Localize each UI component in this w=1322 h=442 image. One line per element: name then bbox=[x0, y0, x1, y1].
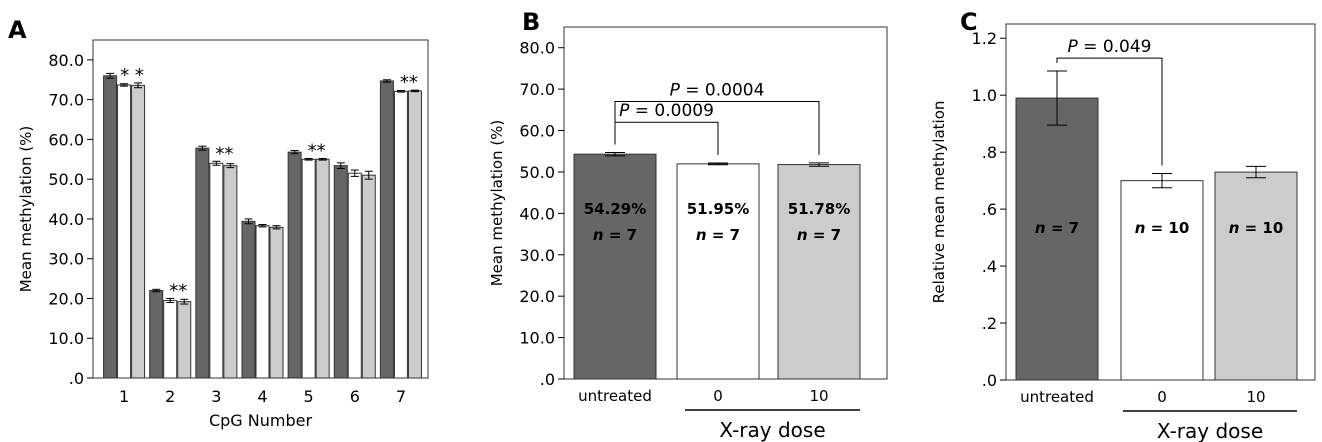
y-tick-label: .6 bbox=[982, 200, 997, 219]
y-tick-label: 60.0 bbox=[519, 122, 555, 141]
panel-letter: A bbox=[8, 16, 27, 44]
p-value-label: P = 0.0009 bbox=[619, 101, 714, 121]
x-axis-group-label: X-ray dose bbox=[1157, 419, 1263, 442]
x-tick-label: 3 bbox=[211, 387, 221, 406]
y-tick-label: 40.0 bbox=[48, 210, 84, 229]
bar bbox=[676, 163, 760, 380]
bar bbox=[1214, 171, 1298, 381]
panel-letter: C bbox=[960, 8, 978, 36]
bar bbox=[131, 84, 146, 379]
panel-a: A .0 10.0 20.0 30.0 40.0 50.0 60.0 70.0 80.0 Mean … bbox=[8, 16, 429, 430]
y-tick-label: 20.0 bbox=[519, 287, 555, 306]
x-tick-label: 10 bbox=[809, 387, 828, 405]
significance-bracket bbox=[1056, 57, 1163, 166]
bar bbox=[333, 165, 348, 379]
panel-letter: B bbox=[522, 8, 540, 36]
value-label: 51.78% bbox=[788, 200, 850, 218]
significance-bracket bbox=[614, 121, 719, 156]
y-tick-label: 40.0 bbox=[519, 204, 555, 223]
bar bbox=[149, 290, 164, 379]
significance-mark: ** bbox=[400, 72, 418, 93]
y-tick-label: 1.2 bbox=[972, 29, 997, 48]
bar bbox=[255, 225, 270, 379]
bar bbox=[269, 226, 284, 379]
y-tick-label: 70.0 bbox=[519, 80, 555, 99]
n-label: n = 7 bbox=[797, 226, 841, 244]
y-tick-label: 80.0 bbox=[519, 39, 555, 58]
bar bbox=[1120, 180, 1204, 381]
significance-mark: ** bbox=[169, 280, 187, 301]
significance-mark: ** bbox=[215, 143, 233, 164]
significance-mark: * * bbox=[120, 65, 144, 86]
bar bbox=[177, 301, 192, 379]
x-axis-label: CpG Number bbox=[209, 411, 313, 430]
n-label: n = 7 bbox=[696, 226, 740, 244]
x-tick-label: 4 bbox=[257, 387, 267, 406]
bar bbox=[209, 162, 224, 379]
value-label: 51.95% bbox=[687, 200, 749, 218]
y-tick-label: 70.0 bbox=[48, 91, 84, 110]
n-label: n = 7 bbox=[593, 226, 637, 244]
x-tick-label: 0 bbox=[713, 387, 723, 405]
x-tick-label: untreated bbox=[1020, 388, 1094, 406]
y-tick-label: 1.0 bbox=[972, 86, 997, 105]
bar bbox=[573, 153, 657, 380]
bar bbox=[777, 164, 861, 380]
x-tick-label: 0 bbox=[1157, 388, 1167, 406]
bar bbox=[103, 75, 118, 379]
y-tick-label: 50.0 bbox=[48, 170, 84, 189]
y-tick-label: .2 bbox=[982, 314, 997, 333]
y-tick-label: 30.0 bbox=[48, 250, 84, 269]
bar bbox=[195, 147, 210, 379]
x-tick-label: untreated bbox=[578, 387, 652, 405]
y-tick-label: .8 bbox=[982, 143, 997, 162]
x-tick-label: 5 bbox=[304, 387, 314, 406]
bar bbox=[241, 220, 256, 379]
y-tick-label: .0 bbox=[540, 370, 555, 389]
p-value-label: P = 0.049 bbox=[1068, 37, 1152, 57]
panel-c: C .0 .2 .4 .6 .8 1.0 1.2 Relative mean methylati… bbox=[930, 8, 1316, 442]
bar bbox=[379, 80, 394, 379]
panel-b: B .0 10.0 20.0 30.0 40.0 50.0 60.0 70.0 80.0 Mean … bbox=[488, 8, 888, 442]
y-tick-label: 30.0 bbox=[519, 246, 555, 265]
bar bbox=[117, 84, 132, 379]
significance-mark: ** bbox=[308, 140, 326, 161]
bar bbox=[347, 172, 362, 379]
x-tick-label: 2 bbox=[165, 387, 175, 406]
p-value-label: P = 0.0004 bbox=[670, 81, 765, 101]
bar bbox=[407, 90, 422, 379]
y-axis-label: Mean methylation (%) bbox=[17, 126, 35, 293]
y-tick-label: 60.0 bbox=[48, 130, 84, 149]
n-label: n = 7 bbox=[1035, 219, 1079, 237]
bar bbox=[163, 299, 178, 379]
bar bbox=[361, 174, 376, 379]
bar bbox=[1015, 97, 1099, 381]
y-tick-label: 10.0 bbox=[519, 329, 555, 348]
x-axis-group-label: X-ray dose bbox=[719, 418, 825, 442]
value-label: 54.29% bbox=[584, 200, 646, 218]
x-tick-label: 6 bbox=[350, 387, 360, 406]
bar bbox=[223, 165, 238, 379]
n-label: n = 10 bbox=[1229, 219, 1284, 237]
n-label: n = 10 bbox=[1135, 219, 1190, 237]
bar bbox=[301, 158, 316, 379]
y-axis-label: Mean methylation (%) bbox=[488, 120, 506, 287]
x-tick-label: 7 bbox=[396, 387, 406, 406]
y-tick-label: 50.0 bbox=[519, 163, 555, 182]
y-tick-label: .0 bbox=[982, 371, 997, 390]
x-tick-label: 1 bbox=[119, 387, 129, 406]
y-tick-label: .0 bbox=[69, 369, 84, 388]
y-tick-label: 80.0 bbox=[48, 51, 84, 70]
bar bbox=[393, 90, 408, 379]
bar bbox=[287, 151, 302, 379]
x-tick-label: 10 bbox=[1246, 388, 1265, 406]
bar bbox=[315, 158, 330, 379]
y-tick-label: 10.0 bbox=[48, 329, 84, 348]
y-axis-label: Relative mean methylation bbox=[930, 101, 948, 304]
significance-bracket bbox=[614, 101, 820, 155]
y-tick-label: .4 bbox=[982, 257, 997, 276]
y-tick-label: 20.0 bbox=[48, 289, 84, 308]
